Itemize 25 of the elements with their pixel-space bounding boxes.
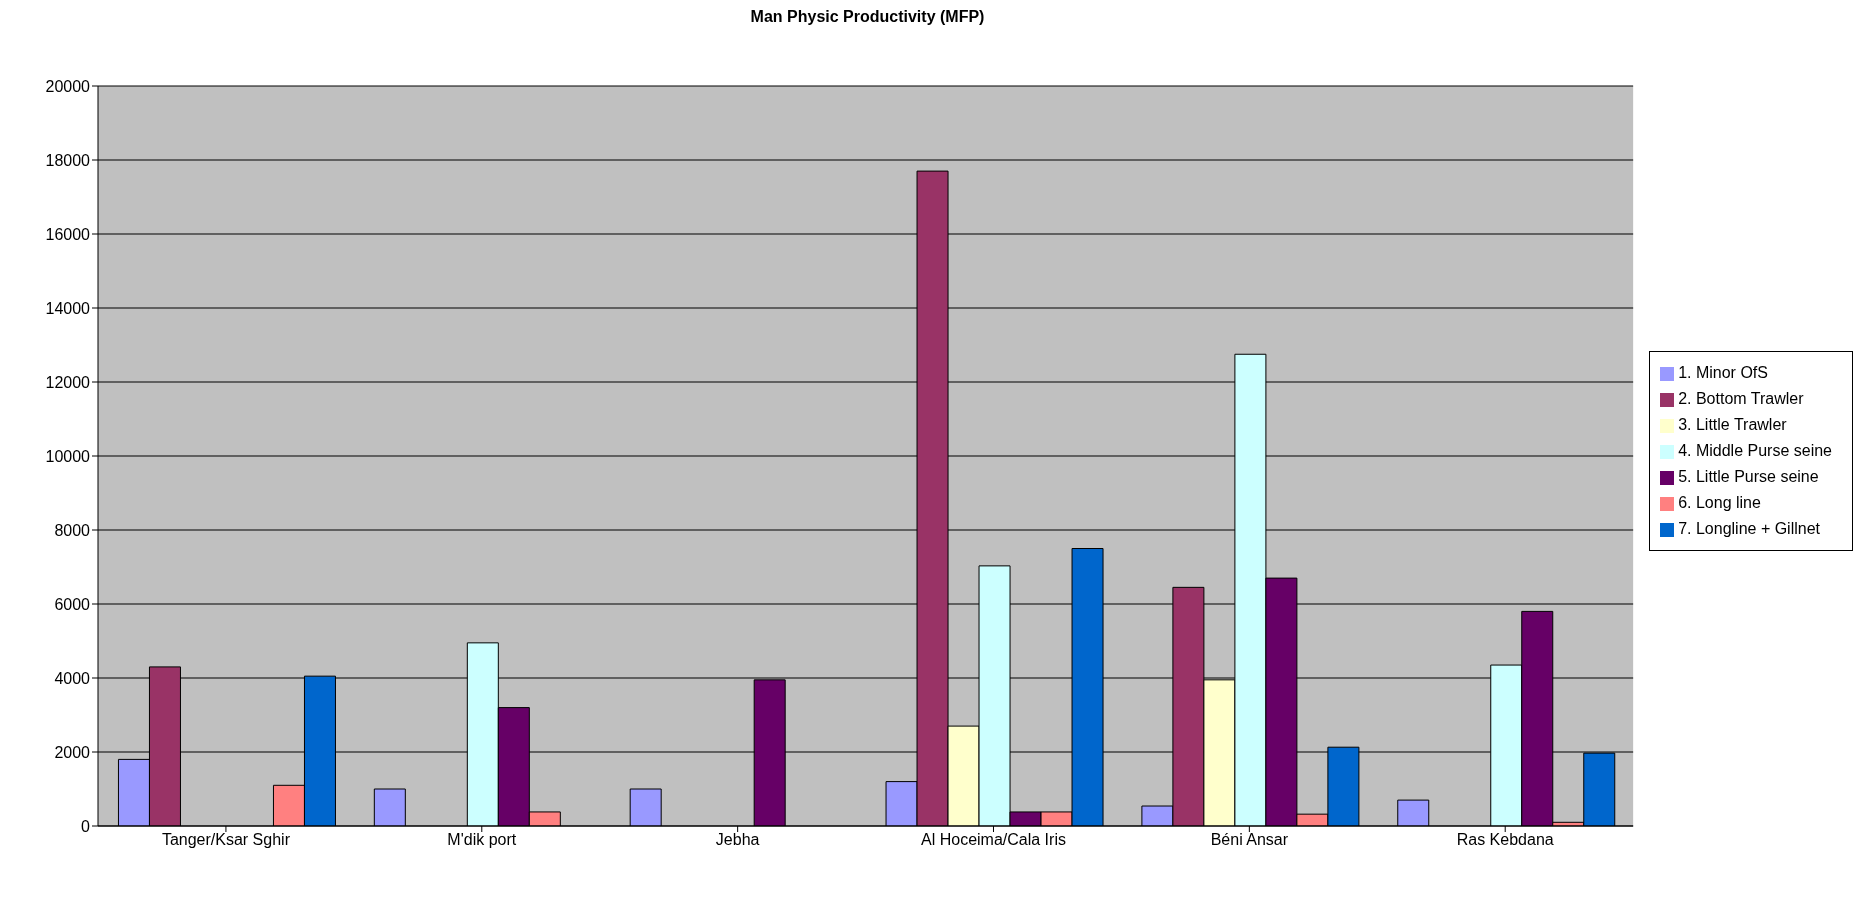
- x-tick-label: Jebha: [715, 831, 760, 849]
- x-tick-label: Tanger/Ksar Sghir: [161, 831, 291, 849]
- legend-label: 2. Bottom Trawler: [1678, 390, 1804, 407]
- y-tick-label: 16000: [45, 225, 91, 243]
- legend-label: 7. Longline + Gillnet: [1678, 520, 1821, 537]
- y-tick-label: 2000: [54, 743, 91, 761]
- legend-label: 5. Little Purse seine: [1678, 468, 1819, 485]
- legend-label: 3. Little Trawler: [1678, 416, 1787, 433]
- x-tick-label: Béni Ansar: [1210, 831, 1289, 849]
- y-tick-label: 10000: [45, 447, 91, 465]
- chart-title: Man Physic Productivity (MFP): [749, 8, 986, 26]
- y-tick-label: 4000: [54, 669, 91, 687]
- x-tick-label: M'dik port: [447, 831, 517, 849]
- y-tick-label: 18000: [45, 151, 91, 169]
- y-tick-label: 12000: [45, 373, 91, 391]
- legend-label: 1. Minor OfS: [1678, 364, 1768, 381]
- x-tick-label: Ras Kebdana: [1456, 831, 1554, 849]
- y-tick-label: 8000: [54, 521, 91, 539]
- x-tick-label: Al Hoceima/Cala Iris: [921, 831, 1066, 849]
- y-tick-label: 20000: [45, 77, 91, 95]
- legend-label: 4. Middle Purse seine: [1678, 442, 1832, 459]
- y-tick-label: 0: [81, 817, 91, 835]
- y-tick-label: 6000: [54, 595, 91, 613]
- legend-label: 6. Long line: [1678, 494, 1761, 511]
- y-tick-label: 14000: [45, 299, 91, 317]
